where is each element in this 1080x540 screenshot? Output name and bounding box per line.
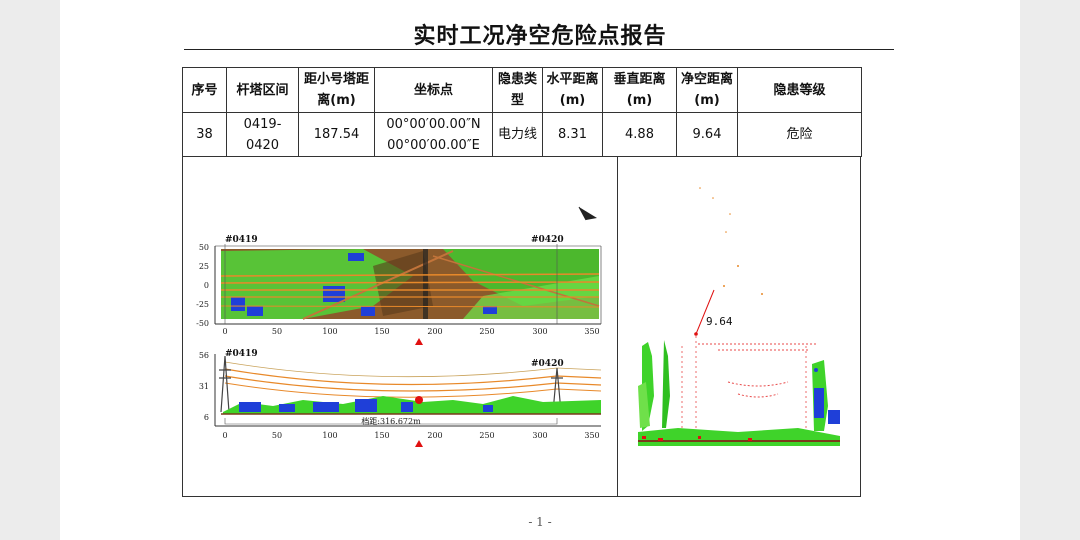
profile-xtick: 350 (584, 431, 599, 440)
plan-ytick: -25 (196, 300, 209, 309)
plan-tower-start: #0419 (225, 235, 258, 245)
profile-building (239, 402, 261, 412)
profile-xtick: 200 (427, 431, 442, 440)
profile-xtick: 0 (222, 431, 227, 440)
profile-span-label: 档距:316.672m (361, 416, 421, 426)
header-section: 杆塔区间 (226, 67, 299, 113)
cell-coordinates: 00°00′00.00″N 00°00′00.00″E (374, 112, 493, 157)
plan-xtick: 0 (222, 327, 227, 336)
table-row: 38 0419-0420 187.54 00°00′00.00″N 00°00′… (182, 112, 862, 157)
plan-xtick: 300 (532, 327, 547, 336)
cross-section-figure: 9.64 (638, 187, 840, 446)
profile-hazard-point (415, 396, 423, 404)
header-clearance: 净空距离(m) (676, 67, 738, 113)
hazard-table: 序号 杆塔区间 距小号塔距离(m) 坐标点 隐患类型 水平距离(m) 垂直距离(… (182, 67, 862, 157)
plan-ytick: 0 (204, 281, 209, 290)
coord-lat: 00°00′00.00″N (386, 116, 481, 132)
header-vertical: 垂直距离(m) (602, 67, 677, 113)
profile-ytick: 31 (199, 382, 209, 391)
figure-divider (617, 156, 618, 496)
profile-view: 档距:316.672m #0419 #0420 56 31 6 0 50 100… (199, 349, 602, 447)
cell-horizontal: 8.31 (542, 112, 603, 157)
header-dist-small-tower: 距小号塔距离(m) (298, 67, 375, 113)
profile-tower-end-label: #0420 (531, 359, 564, 369)
plan-building (231, 297, 245, 311)
profile-xtick: 300 (532, 431, 547, 440)
plan-xtick: 200 (427, 327, 442, 336)
report-page: 实时工况净空危险点报告 序号 杆塔区间 距小号塔距离(m) 坐标点 隐患类型 水… (60, 0, 1020, 540)
plan-ytick: 50 (199, 243, 209, 252)
plan-hazard-marker-icon (415, 338, 423, 345)
profile-tower-start (219, 355, 231, 413)
plan-xtick: 100 (322, 327, 337, 336)
cell-clearance: 9.64 (676, 112, 738, 157)
profile-xtick: 150 (374, 431, 389, 440)
span-figures: #0419 #0420 50 25 0 -25 -50 0 50 100 150… (196, 206, 602, 447)
page-number: - 1 - (528, 515, 552, 529)
plan-ytick: 25 (199, 262, 209, 271)
coord-lon: 00°00′00.00″E (387, 137, 480, 153)
cell-index: 38 (182, 112, 227, 157)
header-hazard-type: 隐患类型 (492, 67, 543, 113)
plan-tower-end: #0420 (531, 235, 564, 245)
header-index: 序号 (182, 67, 227, 113)
report-title: 实时工况净空危险点报告 (413, 24, 667, 49)
profile-ytick: 56 (199, 351, 209, 360)
cell-section: 0419-0420 (226, 112, 299, 157)
title-underline (184, 49, 894, 50)
cell-hazard-type: 电力线 (492, 112, 543, 157)
profile-xtick: 250 (479, 431, 494, 440)
cell-vertical: 4.88 (602, 112, 677, 157)
cell-dist-small-tower: 187.54 (298, 112, 375, 157)
figure-panel: #0419 #0420 50 25 0 -25 -50 0 50 100 150… (182, 156, 861, 497)
plan-xtick: 350 (584, 327, 599, 336)
header-horizontal: 水平距离(m) (542, 67, 603, 113)
profile-xtick: 100 (322, 431, 337, 440)
profile-ytick: 6 (204, 413, 209, 422)
profile-hazard-marker-icon (415, 440, 423, 447)
cell-level: 危险 (737, 112, 862, 157)
north-arrow-icon (578, 206, 597, 221)
plan-ytick: -50 (196, 319, 209, 328)
plan-xtick: 250 (479, 327, 494, 336)
profile-tower-start-label: #0419 (225, 349, 258, 359)
clearance-line (695, 289, 715, 335)
header-coordinates: 坐标点 (374, 67, 493, 113)
clearance-label: 9.64 (706, 315, 733, 328)
table-header-row: 序号 杆塔区间 距小号塔距离(m) 坐标点 隐患类型 水平距离(m) 垂直距离(… (182, 67, 862, 113)
header-level: 隐患等级 (737, 67, 862, 113)
plan-view: #0419 #0420 50 25 0 -25 -50 0 50 100 150… (196, 235, 602, 345)
plan-xtick: 150 (374, 327, 389, 336)
profile-xtick: 50 (272, 431, 282, 440)
plan-xtick: 50 (272, 327, 282, 336)
